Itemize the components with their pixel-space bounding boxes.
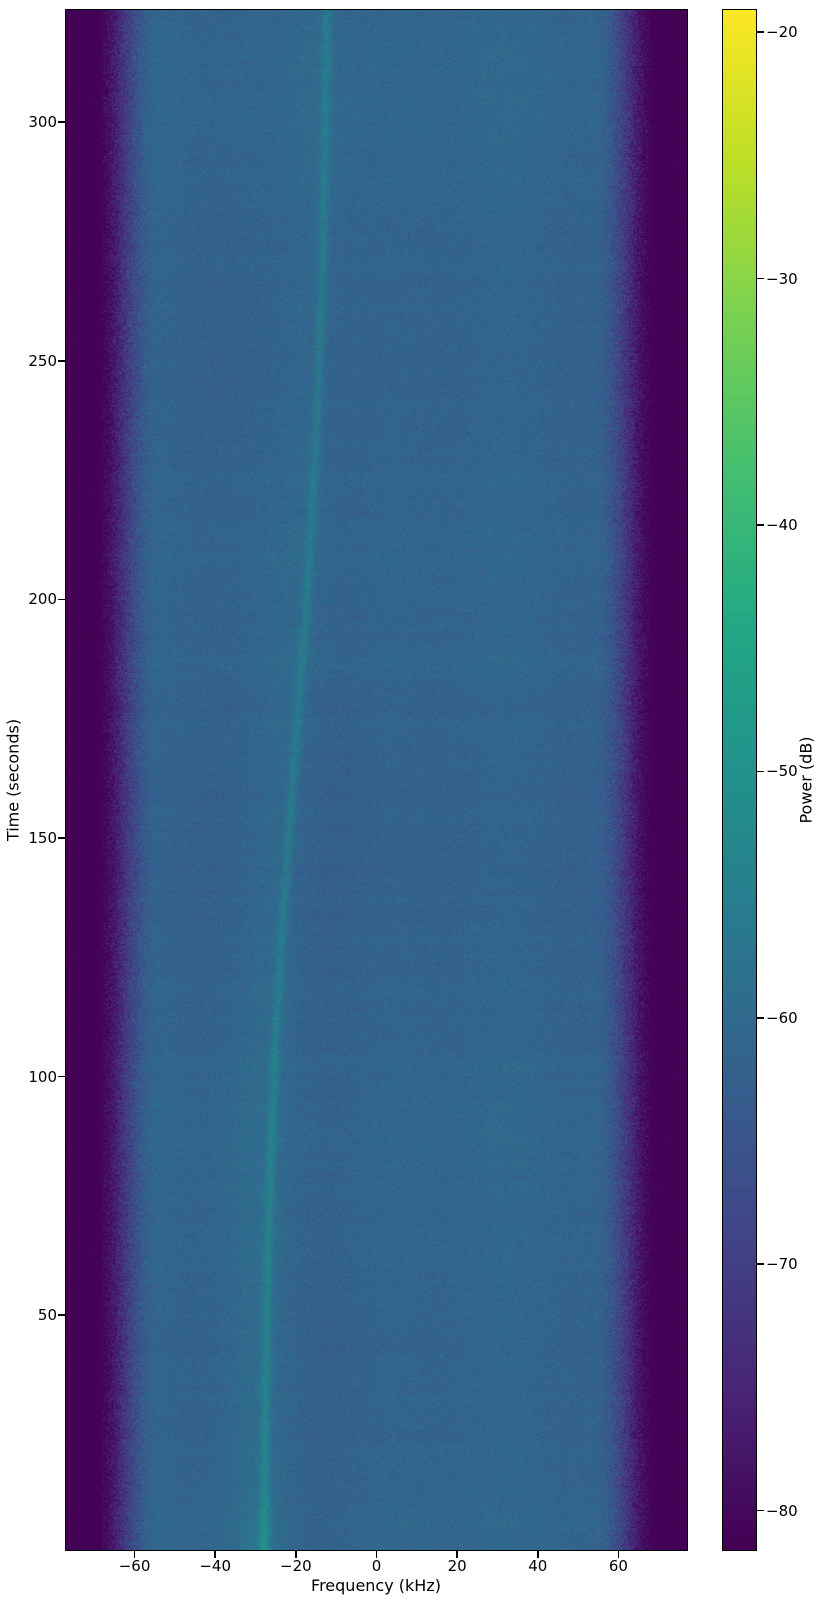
x-tick-label: −20 xyxy=(280,1557,312,1575)
x-tick-label: −40 xyxy=(199,1557,232,1575)
y-tick-label: 250 xyxy=(28,351,57,370)
x-tick-mark xyxy=(537,1550,539,1558)
spectrogram-image xyxy=(66,10,687,1550)
x-tick-mark xyxy=(456,1550,458,1558)
y-tick-mark xyxy=(58,598,66,601)
x-tick-label: 0 xyxy=(371,1557,382,1575)
colorbar-tick-mark xyxy=(756,1263,764,1265)
x-tick-label: 60 xyxy=(608,1557,628,1575)
y-tick-mark xyxy=(58,837,66,839)
y-tick-label: 200 xyxy=(28,590,57,609)
colorbar-tick-label: −20 xyxy=(766,23,798,42)
x-axis-label: Frequency (kHz) xyxy=(311,1576,441,1595)
colorbar-tick-mark xyxy=(756,770,764,773)
x-tick-mark xyxy=(375,1550,378,1558)
y-tick-mark xyxy=(58,1075,66,1078)
x-tick-label: −60 xyxy=(118,1557,151,1575)
x-tick-label: 20 xyxy=(447,1557,467,1575)
colorbar-label: Power (dB) xyxy=(796,736,816,824)
colorbar-tick-label: −40 xyxy=(766,515,798,534)
colorbar-tick-mark xyxy=(756,524,764,526)
x-tick-label: 40 xyxy=(528,1557,548,1575)
colorbar-tick-mark xyxy=(756,1509,764,1512)
colorbar-tick-label: −70 xyxy=(766,1255,798,1274)
x-tick-mark xyxy=(133,1550,136,1558)
y-tick-label: 50 xyxy=(37,1306,57,1325)
colorbar-tick-label: −80 xyxy=(766,1501,798,1520)
y-tick-label: 100 xyxy=(28,1067,57,1086)
x-tick-mark xyxy=(214,1550,216,1558)
colorbar-gradient xyxy=(723,10,756,1550)
y-tick-label: 300 xyxy=(28,113,57,132)
colorbar-tick-label: −30 xyxy=(766,269,798,288)
colorbar-tick-label: −50 xyxy=(766,762,798,781)
y-tick-mark xyxy=(58,1314,66,1316)
y-tick-mark xyxy=(58,360,66,362)
colorbar-tick-label: −60 xyxy=(766,1008,798,1027)
x-tick-mark xyxy=(295,1550,297,1558)
y-axis-label: Time (seconds) xyxy=(3,718,23,842)
colorbar-tick-mark xyxy=(756,277,764,280)
y-tick-label: 150 xyxy=(28,828,57,847)
y-tick-mark xyxy=(58,121,66,123)
x-tick-mark xyxy=(617,1550,620,1558)
colorbar-tick-mark xyxy=(756,31,764,33)
colorbar-tick-mark xyxy=(756,1017,764,1019)
